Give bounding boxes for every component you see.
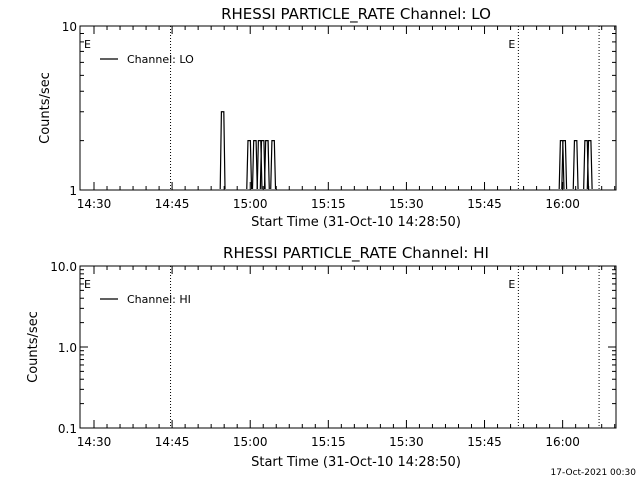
x-tick-label: 15:15	[311, 197, 346, 211]
x-tick-label: 14:30	[77, 435, 112, 449]
x-tick-label: 15:45	[467, 435, 502, 449]
panel-lo: RHESSI PARTICLE_RATE Channel: LO 14:30 14:…	[38, 5, 617, 230]
plot-frame	[79, 265, 617, 429]
x-tick-label: 15:15	[311, 435, 346, 449]
x-tick-label: 16:00	[545, 197, 580, 211]
event-marker: E	[508, 38, 515, 51]
data-spike	[572, 140, 579, 190]
plot-frame	[79, 25, 617, 191]
data-spike	[251, 140, 258, 190]
x-tick-label: 15:30	[389, 197, 424, 211]
legend-label: Channel: HI	[127, 293, 191, 306]
legend-label: Channel: LO	[127, 53, 194, 66]
x-axis-label: Start Time (31-Oct-10 14:28:50)	[251, 455, 461, 470]
event-marker: E	[84, 278, 91, 291]
chart-title: RHESSI PARTICLE_RATE Channel: HI	[223, 244, 489, 263]
data-spike	[270, 140, 277, 190]
data-spike	[246, 140, 253, 190]
x-tick-label: 14:45	[155, 435, 190, 449]
data-spike	[219, 111, 226, 190]
x-tick-label: 15:00	[233, 197, 268, 211]
panel-hi: RHESSI PARTICLE_RATE Channel: HI 14:30 14:…	[26, 244, 617, 470]
y-tick-label: 10.0	[50, 260, 77, 274]
x-tick-label: 15:00	[233, 435, 268, 449]
y-tick-label: 1.0	[58, 341, 77, 355]
y-axis-label: Counts/sec	[38, 72, 53, 144]
x-tick-label: 16:00	[545, 435, 580, 449]
timestamp: 17-Oct-2021 00:30	[551, 468, 637, 478]
x-tick-label: 15:45	[467, 197, 502, 211]
event-marker: E	[84, 38, 91, 51]
y-tick-label: 1	[69, 184, 77, 198]
x-axis-label: Start Time (31-Oct-10 14:28:50)	[251, 215, 461, 230]
x-tick-label: 14:45	[155, 197, 190, 211]
data-spike	[561, 140, 568, 190]
y-axis-label: Counts/sec	[26, 311, 41, 383]
chart-title: RHESSI PARTICLE_RATE Channel: LO	[221, 5, 491, 24]
x-tick-label: 14:30	[77, 197, 112, 211]
data-spike	[586, 140, 593, 190]
x-tick-label: 15:30	[389, 435, 424, 449]
y-tick-label: 0.1	[58, 422, 77, 436]
data-spike	[263, 140, 270, 190]
data-spike	[558, 140, 565, 190]
y-tick-label: 10	[62, 20, 77, 34]
event-marker: E	[508, 278, 515, 291]
